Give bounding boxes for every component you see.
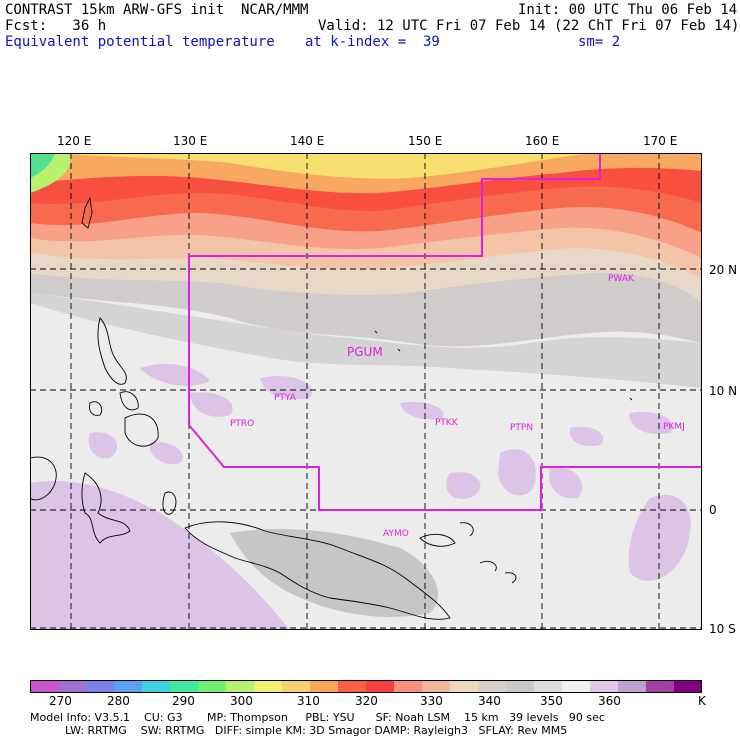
lon-label-140: 140 E xyxy=(290,134,325,148)
colorbar-label-360: 360 xyxy=(598,694,621,708)
colorbar-label-350: 350 xyxy=(540,694,563,708)
lon-label-150: 150 E xyxy=(408,134,443,148)
colorbar-swatch xyxy=(338,680,367,693)
colorbar-label-300: 300 xyxy=(230,694,253,708)
lat-label-20n: 20 N xyxy=(709,263,738,277)
band-358-mid xyxy=(30,293,702,388)
colorbar-swatch xyxy=(506,680,535,693)
band-295 xyxy=(30,153,55,178)
colorbar-label-320: 320 xyxy=(355,694,378,708)
forecast-hour: Fcst: 36 h xyxy=(5,18,107,34)
station-ptya: PTYA xyxy=(274,393,296,403)
lon-label-120: 120 E xyxy=(57,134,92,148)
station-ptkk: PTKK xyxy=(435,418,458,428)
colorbar-swatch xyxy=(674,680,702,693)
lon-label-160: 160 E xyxy=(525,134,560,148)
colorbar-swatch xyxy=(170,680,199,693)
colorbar xyxy=(30,680,702,693)
init-time: Init: 00 UTC Thu 06 Feb 14 xyxy=(518,2,738,18)
lon-label-130: 130 E xyxy=(173,134,208,148)
colorbar-swatch xyxy=(58,680,87,693)
colorbar-swatch xyxy=(198,680,227,693)
colorbar-swatch xyxy=(282,680,311,693)
colorbar-label-310: 310 xyxy=(297,694,320,708)
coastlines xyxy=(30,196,633,620)
lon-label-170: 170 E xyxy=(643,134,678,148)
colorbar-swatch xyxy=(590,680,619,693)
model-info-line2: LW: RRTMG SW: RRTMG DIFF: simple KM: 3D … xyxy=(30,724,568,737)
colorbar-swatch xyxy=(534,680,563,693)
station-pwak: PWAK xyxy=(608,274,634,284)
station-aymo: AYMO xyxy=(383,529,409,539)
colorbar-label-340: 340 xyxy=(478,694,501,708)
station-pgum: PGUM xyxy=(347,345,383,359)
colorbar-label-330: 330 xyxy=(420,694,443,708)
k-index: at k-index = 39 xyxy=(305,34,440,50)
colorbar-swatch xyxy=(646,680,675,693)
colorbar-swatch xyxy=(254,680,283,693)
model-title: CONTRAST 15km ARW-GFS init NCAR/MMM xyxy=(5,2,309,18)
png-band xyxy=(230,528,439,617)
field-name: Equivalent potential temperature xyxy=(5,34,275,50)
colorbar-swatch xyxy=(422,680,451,693)
colorbar-label-280: 280 xyxy=(107,694,130,708)
model-info-line1: Model Info: V3.5.1 CU: G3 MP: Thompson P… xyxy=(30,711,605,724)
station-pkmj: PKMJ xyxy=(663,422,685,432)
colorbar-swatch xyxy=(562,680,591,693)
lat-label-0: 0 xyxy=(709,503,717,517)
colorbar-swatch xyxy=(142,680,171,693)
colorbar-unit: K xyxy=(698,694,706,708)
colorbar-swatch xyxy=(450,680,479,693)
colorbar-swatch xyxy=(394,680,423,693)
colorbar-swatch xyxy=(366,680,395,693)
colorbar-label-270: 270 xyxy=(49,694,72,708)
colorbar-swatch xyxy=(618,680,647,693)
colorbar-swatch xyxy=(226,680,255,693)
valid-time: Valid: 12 UTC Fri 07 Feb 14 (22 ChT Fri … xyxy=(318,18,740,34)
station-ptpn: PTPN xyxy=(510,423,534,433)
colorbar-swatch xyxy=(310,680,339,693)
domain-boundary xyxy=(188,153,702,511)
colorbar-label-290: 290 xyxy=(172,694,195,708)
smoothing: sm= 2 xyxy=(578,34,621,50)
band-315 xyxy=(50,153,590,179)
colorbar-swatch xyxy=(86,680,115,693)
lat-label-10n: 10 N xyxy=(709,384,738,398)
colorbar-swatch xyxy=(30,680,59,693)
station-ptro: PTRO xyxy=(230,419,255,429)
lat-label-10s: 10 S xyxy=(709,622,736,636)
colorbar-frame xyxy=(30,680,702,693)
colorbar-swatch xyxy=(478,680,507,693)
map-frame xyxy=(30,153,702,630)
colorbar-swatch xyxy=(114,680,143,693)
theta-e-map xyxy=(30,153,702,630)
purple-patches xyxy=(30,363,691,630)
